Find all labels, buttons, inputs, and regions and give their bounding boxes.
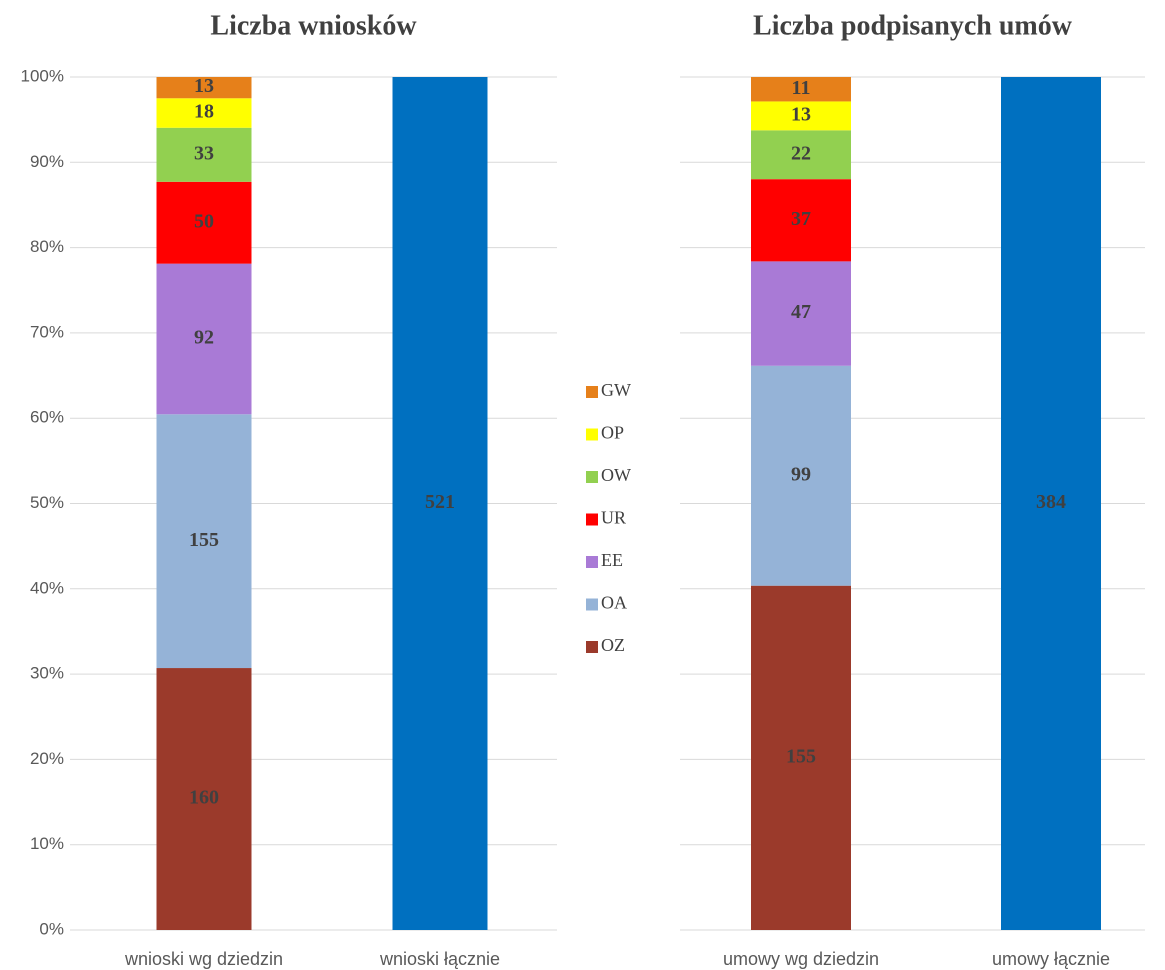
x-tick-label: umowy wg dziedzin (723, 949, 879, 969)
y-tick-label: 80% (30, 237, 64, 256)
bar-segment (751, 77, 851, 102)
legend-swatch (586, 641, 598, 653)
data-label: 50 (194, 210, 214, 232)
y-tick-label: 30% (30, 664, 64, 683)
bar-segment (156, 98, 252, 128)
bar-segment (156, 77, 252, 99)
y-tick-label: 40% (30, 578, 64, 597)
bar-segment (751, 261, 851, 366)
bar-segment (751, 585, 851, 930)
data-label: 521 (425, 491, 455, 513)
bar-segment (156, 263, 252, 415)
x-tick-label: wnioski łącznie (379, 949, 500, 969)
bar-segment (156, 668, 252, 930)
legend-swatch (586, 471, 598, 483)
y-tick-label: 20% (30, 749, 64, 768)
legend-label: EE (601, 550, 623, 570)
data-label: 47 (791, 301, 811, 323)
legend-label: UR (601, 508, 626, 528)
legend-label: OZ (601, 635, 625, 655)
bar-segment (1001, 77, 1101, 930)
bar-segment (751, 101, 851, 131)
bar-segment (392, 77, 488, 930)
data-label: 37 (791, 208, 811, 230)
y-tick-label: 0% (39, 919, 64, 938)
data-label: 13 (791, 103, 811, 125)
data-label: 18 (194, 101, 214, 123)
data-label: 11 (792, 77, 811, 99)
legend-label: OP (601, 423, 624, 443)
legend-swatch (586, 386, 598, 398)
y-tick-label: 50% (30, 493, 64, 512)
x-tick-label: wnioski wg dziedzin (124, 949, 283, 969)
data-label: 22 (791, 142, 811, 164)
data-label: 160 (189, 787, 219, 809)
y-tick-label: 90% (30, 152, 64, 171)
data-label: 155 (786, 745, 816, 767)
legend-label: OA (601, 593, 627, 613)
legend-swatch (586, 598, 598, 611)
x-tick-label: umowy łącznie (992, 949, 1110, 969)
data-label: 99 (791, 463, 811, 485)
chart-title: Liczba podpisanych umów (753, 10, 1073, 41)
bar-segment (751, 179, 851, 262)
legend-label: GW (601, 380, 631, 400)
data-label: 384 (1036, 491, 1066, 513)
y-tick-label: 100% (21, 66, 64, 85)
y-tick-label: 60% (30, 408, 64, 427)
legend-swatch (586, 513, 598, 526)
bar-segment (156, 127, 252, 182)
bar-segment (751, 365, 851, 586)
data-label: 13 (194, 75, 214, 97)
chart-title: Liczba wniosków (210, 10, 417, 41)
legend-swatch (586, 556, 598, 568)
bar-segment (156, 414, 252, 669)
data-label: 92 (194, 327, 214, 349)
legend-label: OW (601, 465, 631, 485)
bar-segment (751, 130, 851, 180)
data-label: 155 (189, 529, 219, 551)
data-label: 33 (194, 142, 214, 164)
y-tick-label: 10% (30, 834, 64, 853)
y-tick-label: 70% (30, 322, 64, 341)
legend-swatch (586, 428, 598, 441)
bar-segment (156, 181, 252, 264)
